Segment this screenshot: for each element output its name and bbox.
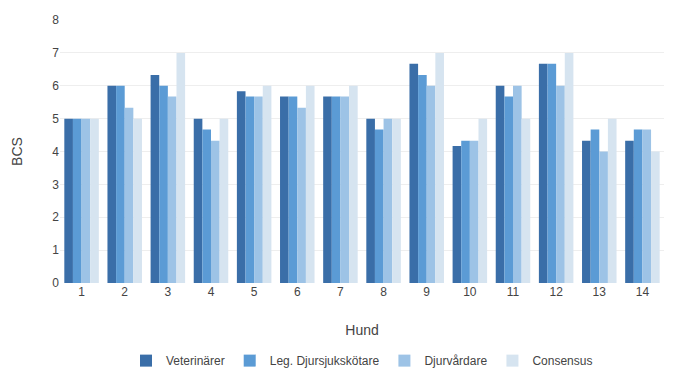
svg-text:7: 7: [52, 46, 59, 60]
svg-text:14: 14: [636, 285, 650, 299]
svg-text:8: 8: [380, 285, 387, 299]
svg-text:Consensus: Consensus: [532, 354, 592, 368]
svg-text:12: 12: [549, 285, 563, 299]
svg-text:2: 2: [52, 210, 59, 224]
svg-text:4: 4: [208, 285, 215, 299]
svg-text:6: 6: [294, 285, 301, 299]
svg-text:2: 2: [121, 285, 128, 299]
svg-text:6: 6: [52, 79, 59, 93]
svg-text:5: 5: [52, 112, 59, 126]
svg-text:BCS: BCS: [9, 137, 25, 166]
svg-text:3: 3: [52, 178, 59, 192]
svg-text:3: 3: [165, 285, 172, 299]
svg-text:Leg. Djursjukskötare: Leg. Djursjukskötare: [270, 354, 380, 368]
svg-text:Veterinärer: Veterinärer: [166, 354, 225, 368]
svg-text:13: 13: [593, 285, 607, 299]
svg-text:1: 1: [52, 243, 59, 257]
svg-text:11: 11: [507, 285, 520, 299]
svg-text:Hund: Hund: [345, 322, 378, 338]
svg-text:Djurvårdare: Djurvårdare: [424, 354, 487, 368]
svg-text:10: 10: [463, 285, 477, 299]
svg-text:4: 4: [52, 145, 59, 159]
svg-text:0: 0: [52, 276, 59, 290]
svg-text:1: 1: [78, 285, 85, 299]
svg-text:5: 5: [251, 285, 258, 299]
svg-text:9: 9: [423, 285, 430, 299]
svg-text:7: 7: [337, 285, 344, 299]
svg-text:8: 8: [52, 13, 59, 27]
